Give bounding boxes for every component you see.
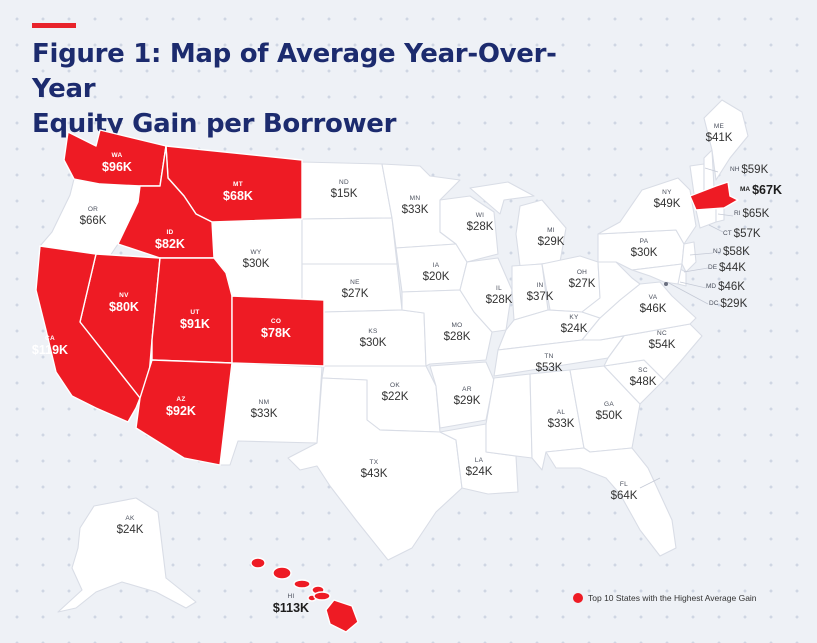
label-co: CO $78K — [261, 318, 291, 340]
state-ca[interactable] — [35, 245, 141, 423]
label-ky: KY $24K — [560, 314, 588, 335]
state-ar[interactable] — [429, 361, 495, 429]
label-nv: NV $80K — [109, 292, 139, 314]
state-hi[interactable] — [250, 557, 359, 633]
label-va: VA $46K — [639, 294, 667, 315]
label-mi: MI $29K — [537, 227, 565, 248]
label-ia: IA $20K — [422, 262, 450, 283]
state-ak[interactable] — [57, 497, 197, 613]
label-mo: MO $28K — [443, 322, 471, 343]
label-ut: UT $91K — [180, 309, 210, 331]
label-mt: MT $68K — [223, 181, 253, 203]
state-me[interactable] — [703, 99, 749, 181]
label-ri: RI $65K — [734, 207, 770, 220]
accent-bar — [32, 23, 76, 28]
legend-swatch — [573, 592, 583, 603]
label-ak: AK $24K — [116, 515, 144, 536]
label-ne: NE $27K — [341, 279, 369, 300]
label-nc: NC $54K — [648, 330, 676, 351]
title-line-1: Figure 1: Map of Average Year-Over-Year — [32, 39, 557, 104]
title-line-2: Equity Gain per Borrower — [32, 109, 397, 139]
label-tx: TX $43K — [360, 459, 388, 480]
label-in: IN $37K — [526, 282, 554, 303]
label-oh: OH $27K — [568, 269, 596, 290]
state-ms[interactable] — [485, 373, 533, 459]
label-nj: NJ $58K — [713, 245, 750, 258]
state-az[interactable] — [135, 359, 233, 466]
label-ca: CA $119K — [31, 335, 69, 357]
state-nj[interactable] — [681, 241, 697, 273]
label-ok: OK $22K — [381, 382, 409, 403]
state-ct[interactable] — [695, 207, 717, 229]
label-wa: WA $96K — [102, 152, 132, 174]
state-il[interactable] — [459, 257, 513, 333]
label-sc: SC $48K — [629, 367, 657, 388]
state-md[interactable] — [631, 263, 683, 285]
state-ma[interactable] — [689, 181, 739, 211]
label-id: ID $82K — [155, 229, 185, 251]
legend-label: Top 10 States with the Highest Average G… — [588, 592, 757, 603]
label-wi: WI $28K — [466, 212, 494, 233]
label-ar: AR $29K — [453, 386, 481, 407]
label-fl: FL $64K — [610, 481, 638, 502]
label-ct: CT $57K — [723, 227, 761, 240]
state-tx[interactable] — [287, 377, 463, 561]
label-md: MD $46K — [706, 280, 745, 293]
state-wi[interactable] — [439, 195, 499, 263]
label-nm: NM $33K — [250, 399, 278, 420]
label-wy: WY $30K — [242, 249, 270, 270]
state-vt[interactable] — [689, 163, 705, 195]
label-me: ME $41K — [705, 123, 733, 144]
label-la: LA $24K — [465, 457, 493, 478]
state-fl[interactable] — [545, 447, 677, 557]
state-sd[interactable] — [301, 217, 398, 265]
page-title: Figure 1: Map of Average Year-Over-Year … — [32, 37, 592, 142]
state-co[interactable] — [231, 295, 325, 367]
label-de: DE $44K — [708, 261, 746, 274]
label-nh: NH $59K — [730, 163, 769, 176]
label-dc: DC $29K — [709, 297, 748, 310]
state-ny[interactable] — [597, 177, 697, 245]
label-hi: HI $113K — [272, 593, 310, 615]
label-ny: NY $49K — [653, 189, 681, 210]
state-wv[interactable] — [581, 261, 641, 319]
label-pa: PA $30K — [630, 238, 658, 259]
label-al: AL $33K — [547, 409, 575, 430]
label-or: OR $66K — [79, 206, 107, 227]
state-nc[interactable] — [599, 323, 703, 381]
label-il: IL $28K — [485, 285, 513, 306]
label-nd: ND $15K — [330, 179, 358, 200]
legend: Top 10 States with the Highest Average G… — [573, 589, 757, 607]
label-mn: MN $33K — [401, 195, 429, 216]
label-az: AZ $92K — [166, 396, 196, 418]
label-tn: TN $53K — [535, 353, 563, 374]
label-ga: GA $50K — [595, 401, 623, 422]
label-ma: MA $67K — [740, 182, 782, 197]
label-ks: KS $30K — [359, 328, 387, 349]
